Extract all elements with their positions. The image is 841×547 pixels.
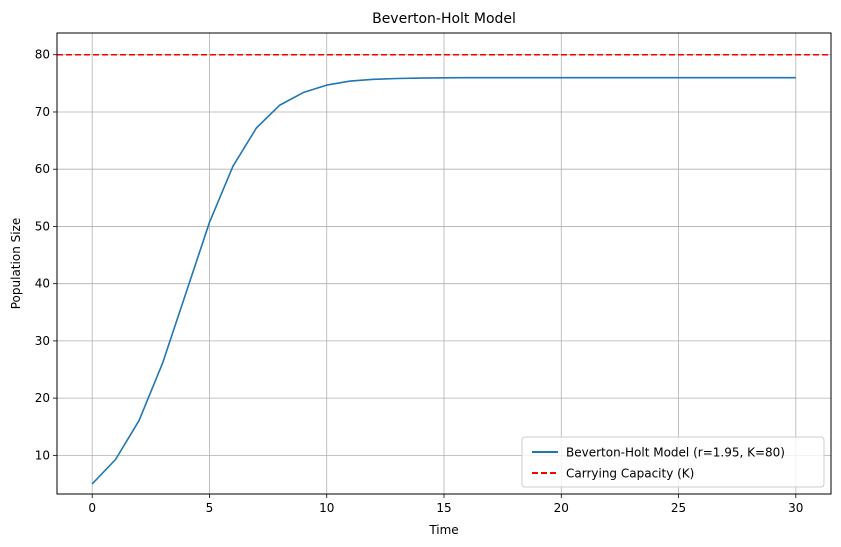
- y-tick-label: 30: [35, 334, 50, 348]
- x-tick-label: 5: [206, 501, 214, 515]
- series-line-bh-model: [91, 76, 796, 485]
- y-tick-label: 20: [35, 391, 50, 405]
- x-tick-label: 0: [88, 501, 96, 515]
- axis-ticks: 0 5 10 15 20 25 30 10 20 30 40 50 60 70 80: [35, 48, 804, 515]
- y-tick-label: 40: [35, 277, 50, 291]
- x-axis-label: Time: [428, 523, 458, 537]
- chart-title: Beverton-Holt Model: [372, 11, 516, 27]
- y-tick-label: 10: [35, 448, 50, 462]
- legend-label-carrying-capacity: Carrying Capacity (K): [566, 467, 694, 481]
- x-tick-label: 20: [554, 501, 569, 515]
- legend: Beverton-Holt Model (r=1.95, K=80) Carry…: [521, 436, 825, 488]
- x-tick-label: 30: [788, 501, 803, 515]
- y-tick-label: 80: [35, 48, 50, 62]
- x-tick-label: 15: [436, 501, 451, 515]
- legend-box: [521, 436, 825, 488]
- legend-label-bh-model: Beverton-Holt Model (r=1.95, K=80): [566, 446, 785, 460]
- y-axis-label: Population Size: [9, 218, 23, 310]
- y-tick-label: 50: [35, 219, 50, 233]
- x-tick-label: 25: [671, 501, 686, 515]
- x-tick-label: 10: [319, 501, 334, 515]
- y-tick-label: 60: [35, 162, 50, 176]
- y-tick-label: 70: [35, 105, 50, 119]
- series-layer: [57, 53, 831, 485]
